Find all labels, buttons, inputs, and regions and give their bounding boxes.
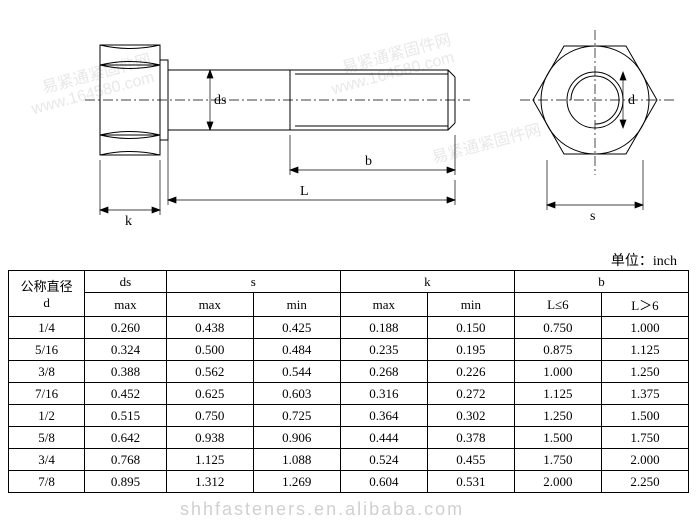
cell-b2: 1.500 (601, 405, 688, 427)
cell-b2: 2.000 (601, 449, 688, 471)
cell-d: 5/8 (9, 427, 85, 449)
header-s: s (166, 271, 340, 293)
cell-d: 5/16 (9, 339, 85, 361)
cell-smin: 0.425 (253, 317, 340, 339)
cell-b2: 1.250 (601, 361, 688, 383)
cell-kmin: 0.150 (427, 317, 514, 339)
cell-b1: 2.000 (514, 471, 601, 493)
cell-smax: 0.750 (166, 405, 253, 427)
cell-b1: 1.500 (514, 427, 601, 449)
cell-b1: 1.750 (514, 449, 601, 471)
cell-b2: 1.750 (601, 427, 688, 449)
dimension-table: 公称直径 d ds s k b max max min max min L≤6 … (8, 270, 689, 493)
footer-watermark: shhfasteners.en.alibaba.com (180, 499, 464, 520)
table-row: 3/40.7681.1251.0880.5240.4551.7502.000 (9, 449, 689, 471)
cell-b1: 1.250 (514, 405, 601, 427)
cell-kmax: 0.235 (340, 339, 427, 361)
bolt-diagram-svg: ds b L k (0, 0, 697, 260)
cell-smax: 0.562 (166, 361, 253, 383)
cell-ds: 0.642 (85, 427, 167, 449)
header-b: b (514, 271, 688, 293)
header-k: k (340, 271, 514, 293)
header-k-max: max (340, 293, 427, 317)
table-row: 5/160.3240.5000.4840.2350.1950.8751.125 (9, 339, 689, 361)
cell-smin: 0.725 (253, 405, 340, 427)
technical-drawing: 易紧通紧固件网 www.164580.com 易紧通紧固件网 www.16458… (0, 0, 697, 260)
cell-ds: 0.324 (85, 339, 167, 361)
cell-kmax: 0.268 (340, 361, 427, 383)
cell-kmin: 0.272 (427, 383, 514, 405)
header-k-min: min (427, 293, 514, 317)
cell-b1: 0.750 (514, 317, 601, 339)
label-b: b (365, 154, 372, 169)
cell-d: 1/4 (9, 317, 85, 339)
cell-d: 7/16 (9, 383, 85, 405)
cell-smax: 1.312 (166, 471, 253, 493)
cell-kmax: 0.524 (340, 449, 427, 471)
cell-smin: 0.544 (253, 361, 340, 383)
cell-smax: 0.500 (166, 339, 253, 361)
cell-b1: 1.000 (514, 361, 601, 383)
cell-ds: 0.388 (85, 361, 167, 383)
cell-kmin: 0.195 (427, 339, 514, 361)
cell-b2: 2.250 (601, 471, 688, 493)
cell-smax: 1.125 (166, 449, 253, 471)
cell-kmax: 0.188 (340, 317, 427, 339)
cell-b2: 1.000 (601, 317, 688, 339)
cell-kmin: 0.378 (427, 427, 514, 449)
cell-ds: 0.768 (85, 449, 167, 471)
table-row: 5/80.6420.9380.9060.4440.3781.5001.750 (9, 427, 689, 449)
cell-smin: 0.484 (253, 339, 340, 361)
header-ds-max: max (85, 293, 167, 317)
cell-kmax: 0.364 (340, 405, 427, 427)
cell-smax: 0.438 (166, 317, 253, 339)
cell-smin: 1.269 (253, 471, 340, 493)
label-ds: ds (214, 93, 226, 108)
header-s-min: min (253, 293, 340, 317)
cell-smax: 0.625 (166, 383, 253, 405)
header-s-max: max (166, 293, 253, 317)
cell-b1: 0.875 (514, 339, 601, 361)
header-d: 公称直径 d (9, 271, 85, 317)
cell-b2: 1.375 (601, 383, 688, 405)
cell-kmin: 0.302 (427, 405, 514, 427)
table-row: 1/20.5150.7500.7250.3640.3021.2501.500 (9, 405, 689, 427)
cell-ds: 0.260 (85, 317, 167, 339)
cell-smin: 0.906 (253, 427, 340, 449)
cell-d: 7/8 (9, 471, 85, 493)
cell-b2: 1.125 (601, 339, 688, 361)
cell-kmax: 0.316 (340, 383, 427, 405)
header-ds: ds (85, 271, 167, 293)
cell-d: 1/2 (9, 405, 85, 427)
cell-d: 3/4 (9, 449, 85, 471)
header-b-gt6: L＞6 (601, 293, 688, 317)
cell-ds: 0.452 (85, 383, 167, 405)
table-row: 1/40.2600.4380.4250.1880.1500.7501.000 (9, 317, 689, 339)
cell-ds: 0.895 (85, 471, 167, 493)
cell-kmin: 0.455 (427, 449, 514, 471)
cell-b1: 1.125 (514, 383, 601, 405)
unit-label: 单位：inch (611, 250, 677, 270)
cell-ds: 0.515 (85, 405, 167, 427)
header-b-le6: L≤6 (514, 293, 601, 317)
cell-kmin: 0.531 (427, 471, 514, 493)
label-s: s (590, 209, 595, 224)
cell-kmin: 0.226 (427, 361, 514, 383)
table-row: 7/80.8951.3121.2690.6040.5312.0002.250 (9, 471, 689, 493)
cell-smin: 1.088 (253, 449, 340, 471)
cell-kmax: 0.444 (340, 427, 427, 449)
label-d: d (628, 93, 635, 108)
cell-kmax: 0.604 (340, 471, 427, 493)
cell-smax: 0.938 (166, 427, 253, 449)
table-row: 7/160.4520.6250.6030.3160.2721.1251.375 (9, 383, 689, 405)
label-k: k (125, 214, 132, 229)
label-L: L (300, 184, 309, 199)
cell-smin: 0.603 (253, 383, 340, 405)
table-row: 3/80.3880.5620.5440.2680.2261.0001.250 (9, 361, 689, 383)
cell-d: 3/8 (9, 361, 85, 383)
